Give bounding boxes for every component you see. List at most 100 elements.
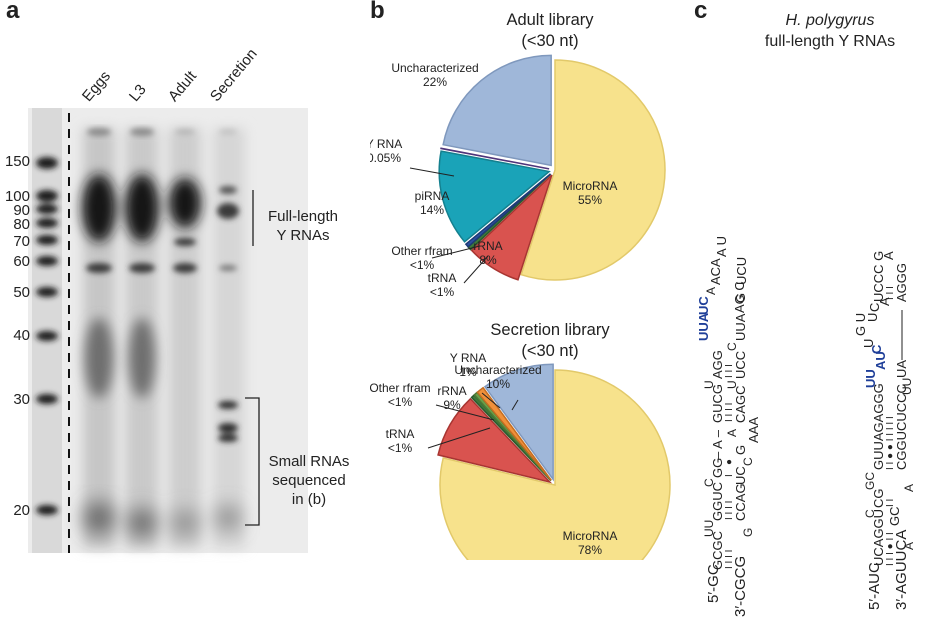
svg-text:CAGC: CAGC xyxy=(733,385,748,423)
lane-label-l3: L3 xyxy=(125,81,150,105)
svg-text:UA: UA xyxy=(894,360,909,378)
pie-slice-uncharacterized xyxy=(442,54,552,167)
pie-slice-pirna xyxy=(438,150,551,243)
panel-c-letter: c xyxy=(694,0,708,24)
svg-text:C: C xyxy=(702,478,716,487)
y-rna-structures: 5′-GC GCGC UU GGUC C GG – A – GUCG U AGG… xyxy=(696,236,916,617)
marker-100: 100 xyxy=(4,188,30,205)
marker-40: 40 xyxy=(13,327,30,344)
pie-label-y-rna: Y RNA 1% xyxy=(450,351,486,379)
rna1-5prime: 5′-GC xyxy=(705,564,722,603)
svg-text:C: C xyxy=(869,344,884,354)
svg-text:I I ● ● I I I I I: I I ● ● I I I I I xyxy=(885,416,896,470)
leader-line-other-rfram xyxy=(431,245,481,259)
svg-text:I: I xyxy=(724,474,735,477)
svg-text:UCAGGU: UCAGGU xyxy=(871,509,886,566)
svg-text:AU: AU xyxy=(873,351,888,370)
pie-label-rrna: rRNA 8% xyxy=(473,239,502,267)
svg-text:C: C xyxy=(867,303,882,312)
svg-text:I I I ● I I: I I I ● I I xyxy=(885,532,896,566)
marker-90: 90 xyxy=(13,202,30,219)
svg-text:A: A xyxy=(725,429,739,437)
svg-text:GCGC: GCGC xyxy=(710,531,725,570)
svg-text:AAA: AAA xyxy=(746,417,761,443)
svg-text:UC: UC xyxy=(733,466,748,485)
svg-text:CG: CG xyxy=(871,489,886,509)
svg-text:A: A xyxy=(704,287,718,295)
svg-text:CCAG: CCAG xyxy=(733,483,748,521)
y-rna-2-structure: 5′-AUC UCAGGU C CG GC GUUAGAGGG I I I ● … xyxy=(853,251,916,610)
marker-50: 50 xyxy=(13,284,30,301)
leader-line-y-rna xyxy=(409,167,455,177)
pie-label-microrna: MicroRNA 55% xyxy=(563,179,618,207)
leader-line-y-rna xyxy=(481,392,501,409)
pie-label-other-rfram: Other rfram <1% xyxy=(370,381,431,409)
bracket-label-small-rnas: Small RNAs sequenced in (b) xyxy=(268,453,350,508)
svg-text:G: G xyxy=(741,528,755,537)
svg-text:G U: G U xyxy=(853,313,868,336)
svg-text:C: C xyxy=(725,342,739,351)
svg-text:UU: UU xyxy=(863,369,878,388)
pie-slice-other-rfram xyxy=(464,173,551,248)
svg-text:AGGG: AGGG xyxy=(894,263,909,302)
svg-text:G: G xyxy=(733,445,748,455)
svg-text:A: A xyxy=(902,484,916,492)
pie-label-pirna: piRNA 14% xyxy=(415,189,450,217)
svg-text:GGUC: GGUC xyxy=(710,482,725,521)
adult-pie: MicroRNA 55% rRNA 8% tRNA <1%Other rfram <1% pi… xyxy=(370,54,666,299)
svg-text:U: U xyxy=(702,380,716,389)
pie-charts: MicroRNA 55%rRNA 8%tRNA <1%Other rfram <1%pi… xyxy=(370,54,671,560)
svg-text:UU: UU xyxy=(900,378,914,395)
gel-image xyxy=(28,108,308,553)
svg-text:●: ● xyxy=(724,459,735,465)
pie-label-microrna: MicroRNA 78% xyxy=(563,529,618,557)
pie-slice-y-rna xyxy=(440,147,550,170)
svg-text:ACA: ACA xyxy=(708,258,723,285)
marker-70: 70 xyxy=(13,233,30,250)
pie-slice-microrna xyxy=(439,369,671,560)
marker-30: 30 xyxy=(13,391,30,408)
svg-text:GC: GC xyxy=(887,507,902,527)
lane-label-secretion: Secretion xyxy=(206,45,261,105)
panel-c-subtitle: full-length Y RNAs xyxy=(764,33,896,50)
rna2-3prime: 3′-AGUUCA xyxy=(893,530,910,610)
svg-text:I I: I I xyxy=(885,499,896,507)
svg-text:I I I: I I I xyxy=(724,364,735,378)
pie-label-trna: tRNA <1% xyxy=(428,271,457,299)
marker-60: 60 xyxy=(13,253,30,270)
pie-slice-microrna xyxy=(520,59,666,281)
svg-text:AGG: AGG xyxy=(710,350,725,379)
pie-slice-y-rna xyxy=(476,386,552,481)
pie-label-other-rfram: Other rfram <1% xyxy=(391,244,452,272)
pie-label-rrna: rRNA 9% xyxy=(437,384,466,412)
svg-text:U: U xyxy=(725,380,739,389)
svg-text:GUCG: GUCG xyxy=(710,384,725,423)
gel-brackets xyxy=(245,190,260,526)
leader-line-uncharacterized xyxy=(511,399,519,411)
svg-text:U: U xyxy=(865,313,880,322)
svg-text:GUUAGAGGG: GUUAGAGGG xyxy=(871,383,886,470)
svg-text:GG: GG xyxy=(710,458,725,478)
pie-label-uncharacterized: Uncharacterized 10% xyxy=(454,363,541,391)
adult-pie-title: Adult library (<30 nt) xyxy=(506,11,594,50)
bracket-label-full-length: Full-length Y RNAs xyxy=(267,208,339,244)
marker-150: 150 xyxy=(4,153,30,170)
svg-text:UCU: UCU xyxy=(734,257,749,285)
panel-b-letter: b xyxy=(370,0,385,24)
svg-text:UUA: UUA xyxy=(733,313,748,341)
svg-text:UC: UC xyxy=(696,296,711,315)
rna1-3prime: 3′-CGCG xyxy=(732,556,749,617)
rna2-5prime: 5′-AUC xyxy=(866,562,883,610)
leader-line-trna xyxy=(463,255,489,284)
svg-text:UU: UU xyxy=(702,520,716,537)
svg-text:I I I: I I I xyxy=(885,286,896,300)
svg-text:UCC: UCC xyxy=(733,351,748,379)
svg-text:AG C: AG C xyxy=(732,281,747,313)
svg-text:UUA: UUA xyxy=(696,312,711,341)
pie-slice-rrna xyxy=(470,174,553,281)
svg-text:A: A xyxy=(881,251,896,260)
pie-label-trna: tRNA <1% xyxy=(386,427,415,455)
svg-text:A: A xyxy=(877,297,892,306)
leader-line-other-rfram xyxy=(435,404,495,421)
